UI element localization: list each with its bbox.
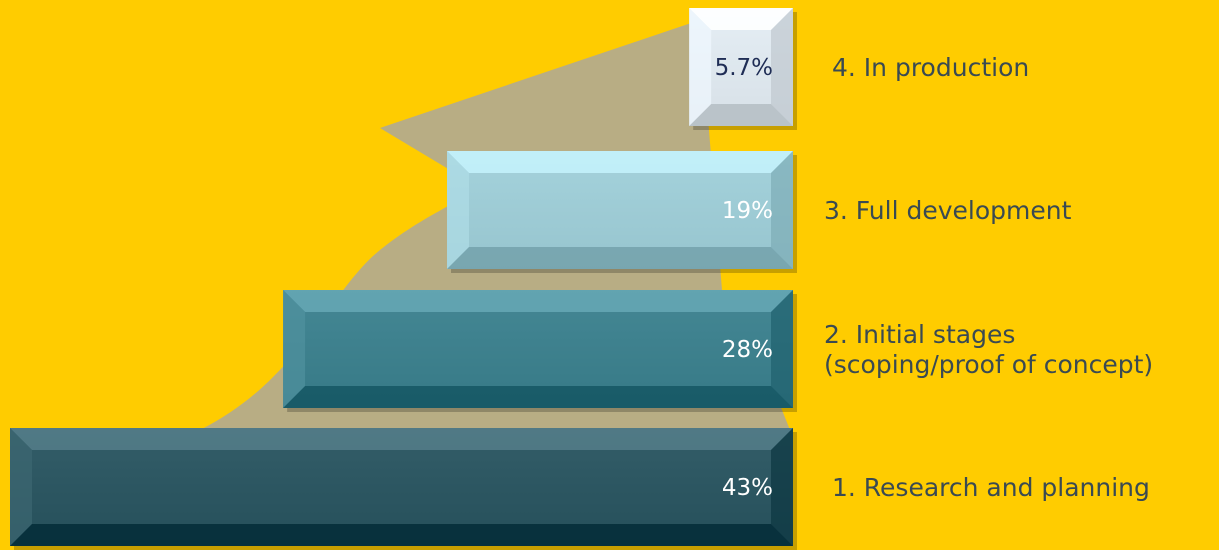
bar-2: 28% (283, 290, 797, 412)
bar-bevel-right (771, 8, 793, 126)
bar-bevel-left (689, 8, 712, 126)
bar-inner-face (469, 173, 771, 247)
category-label: 2. Initial stages (scoping/proof of conce… (824, 320, 1153, 379)
bar-bevel-bottom (447, 247, 793, 269)
bar-inner-face (32, 450, 771, 524)
bar-bevel-bottom (283, 386, 793, 408)
category-label-line: (scoping/proof of concept) (824, 350, 1153, 379)
bar-inner-face (305, 312, 771, 386)
bar-bevel-top (447, 151, 793, 173)
bar-bevel-bottom (689, 104, 793, 126)
bar-value-label: 19% (722, 198, 773, 224)
category-labels-layer: 1. Research and planning 2. Initial stage… (824, 53, 1153, 502)
bar-bevel-bottom (10, 524, 793, 546)
bar-value-label: 43% (722, 475, 773, 501)
bar-4: 5.7% (689, 8, 797, 130)
category-label: 1. Research and planning (832, 473, 1150, 502)
category-label-line: 1. Research and planning (832, 473, 1150, 502)
bar-bevel-right (771, 428, 793, 546)
bar-bevel-top (283, 290, 793, 312)
bar-bevel-left (283, 290, 306, 408)
bar-1: 43% (10, 428, 797, 550)
bar-inner-face (711, 30, 771, 104)
bar-bevel-left (447, 151, 470, 269)
category-label-line: 4. In production (832, 53, 1029, 82)
bar-bevel-right (771, 290, 793, 408)
bar-bevel-left (10, 428, 32, 546)
bars-layer: 43% 28% 19% 5.7% (10, 8, 797, 550)
category-label-line: 2. Initial stages (824, 320, 1015, 349)
category-label-line: 3. Full development (824, 196, 1072, 225)
bar-bevel-right (771, 151, 793, 269)
bar-bevel-top (689, 8, 793, 30)
category-label: 4. In production (832, 53, 1029, 82)
bar-value-label: 28% (722, 337, 773, 363)
category-label: 3. Full development (824, 196, 1072, 225)
bar-bevel-top (10, 428, 793, 450)
bar-value-label: 5.7% (715, 55, 773, 81)
bar-3: 19% (447, 151, 797, 273)
